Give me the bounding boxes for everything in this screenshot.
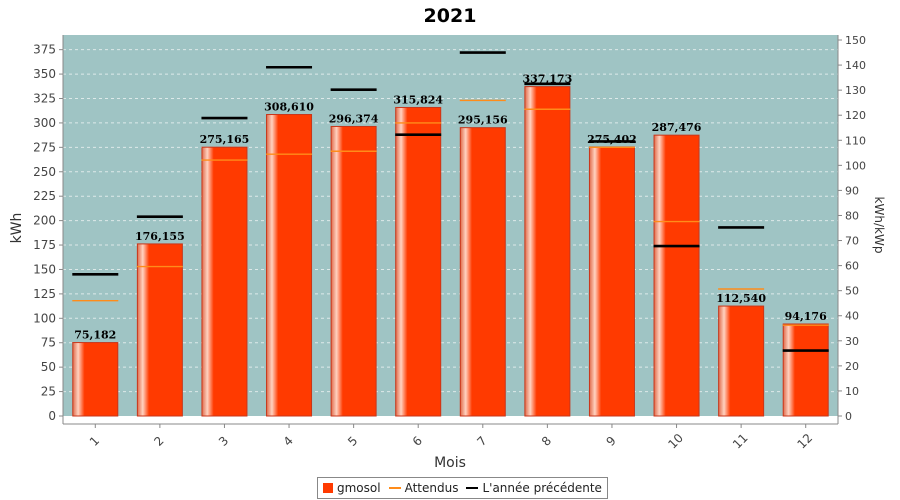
y-tick-label: 25 [41, 385, 56, 399]
chart-title: 2021 [424, 5, 477, 27]
data-label: 295,156 [458, 114, 508, 127]
x-tick-label: 3 [216, 434, 231, 449]
y-tick-label: 200 [33, 214, 56, 228]
y-tick-label: 350 [33, 67, 56, 81]
bar [524, 86, 571, 417]
bar [653, 134, 700, 417]
bar [588, 146, 635, 417]
bar [136, 243, 183, 417]
data-label: 275,165 [200, 133, 250, 146]
x-tick-label: 9 [603, 434, 618, 449]
y-tick-label: 125 [33, 287, 56, 301]
legend-item-annee-precedente: L'année précédente [466, 481, 602, 495]
x-tick-label: 7 [474, 434, 489, 449]
y2-tick-label: 10 [845, 385, 859, 398]
y2-tick-label: 20 [845, 360, 859, 373]
y2-tick-label: 90 [845, 184, 859, 197]
y-tick-label: 0 [48, 409, 56, 423]
y2-tick-label: 100 [845, 159, 866, 172]
y2-tick-label: 130 [845, 84, 866, 97]
y-tick-label: 75 [41, 336, 56, 350]
x-tick-label: 12 [795, 431, 816, 452]
x-tick-label: 2 [151, 434, 166, 449]
plot-area [63, 35, 838, 416]
y2-tick-label: 0 [845, 410, 852, 423]
y-tick-label: 100 [33, 311, 56, 325]
legend-label-attendus: Attendus [404, 481, 459, 495]
y2-tick-label: 120 [845, 109, 866, 122]
legend-item-gmosol: gmosol [323, 481, 381, 495]
y-axis-label: kWh [9, 213, 25, 244]
y2-tick-label: 80 [845, 209, 859, 222]
y2-tick-label: 60 [845, 260, 859, 273]
bars [72, 86, 829, 417]
data-label: 287,476 [652, 121, 702, 134]
y-tick-label: 50 [41, 360, 56, 374]
y2-tick-label: 140 [845, 59, 866, 72]
y2-tick-label: 150 [845, 34, 866, 47]
legend-swatch-annee-precedente [466, 487, 479, 489]
legend-item-attendus: Attendus [388, 481, 459, 495]
legend: gmosol Attendus L'année précédente [317, 477, 608, 499]
legend-label-gmosol: gmosol [337, 481, 381, 495]
data-label: 94,176 [785, 310, 827, 323]
data-label: 315,824 [393, 93, 443, 106]
y2-tick-label: 110 [845, 134, 866, 147]
data-label: 296,374 [329, 112, 379, 125]
y2-tick-label: 40 [845, 310, 859, 323]
y-tick-label: 225 [33, 189, 56, 203]
legend-swatch-attendus [388, 487, 401, 489]
data-label: 275,402 [587, 133, 637, 146]
legend-label-annee-precedente: L'année précédente [482, 481, 602, 495]
markers [72, 51, 829, 352]
data-label: 176,155 [135, 230, 185, 243]
data-label: 308,610 [264, 101, 314, 114]
y-tick-label: 150 [33, 262, 56, 276]
data-label: 75,182 [74, 329, 116, 342]
bar [266, 114, 313, 417]
bar [72, 342, 119, 417]
bar [201, 146, 248, 417]
y2-tick-label: 30 [845, 335, 859, 348]
data-label: 337,173 [522, 73, 572, 86]
y2-axis-label: kWh/kWp [872, 197, 886, 254]
y-tick-label: 375 [33, 43, 56, 57]
data-labels: 75,182 176,155 275,165 308,610 296,374 315,82… [74, 73, 827, 342]
bar [459, 127, 506, 417]
bar [330, 125, 377, 417]
y-tick-label: 300 [33, 116, 56, 130]
y-tick-label: 275 [33, 140, 56, 154]
x-tick-label: 8 [539, 434, 554, 449]
data-label: 112,540 [716, 292, 766, 305]
y-tick-label: 250 [33, 165, 56, 179]
x-axis-label: Mois [434, 455, 466, 471]
x-tick-label: 6 [410, 434, 425, 449]
bar [782, 323, 829, 417]
x-tick-label: 11 [730, 431, 751, 452]
y-tick-label: 175 [33, 238, 56, 252]
y-tick-label: 325 [33, 92, 56, 106]
y2-tick-label: 70 [845, 235, 859, 248]
x-tick-label: 1 [87, 434, 102, 449]
x-tick-label: 10 [665, 431, 686, 452]
y2-tick-label: 50 [845, 285, 859, 298]
x-tick-label: 5 [345, 434, 360, 449]
bar [395, 106, 442, 417]
bar [718, 305, 765, 417]
x-tick-label: 4 [281, 434, 296, 449]
legend-swatch-gmosol [323, 483, 333, 493]
